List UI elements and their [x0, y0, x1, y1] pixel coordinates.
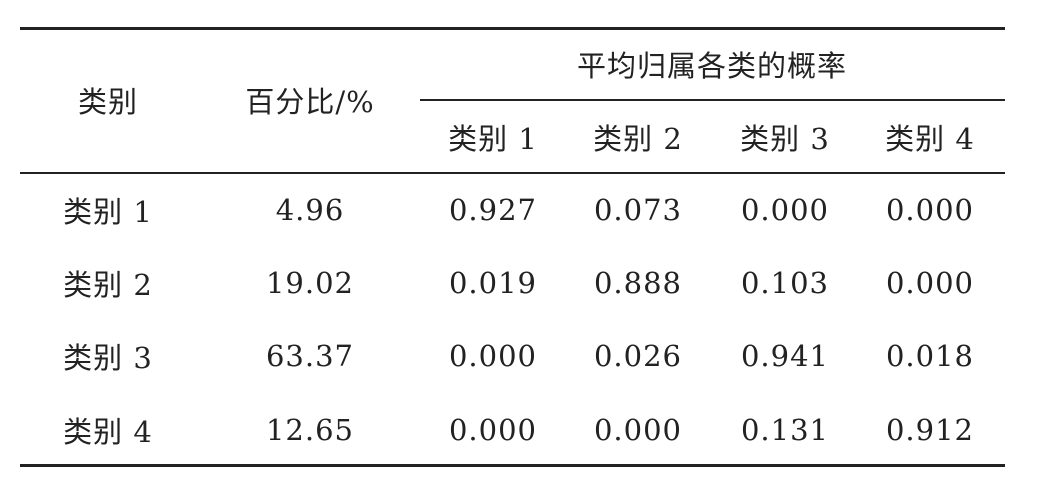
subheader-cell: 类别 1 — [448, 122, 538, 156]
table-cell: 0.131 — [740, 413, 830, 447]
table-cell: 4.96 — [275, 193, 345, 227]
table-cell: 12.65 — [265, 413, 355, 447]
header-rule — [20, 172, 1005, 174]
group-header: 平均归属各类的概率 — [576, 49, 848, 83]
table-cell: 类别 3 — [63, 341, 153, 375]
table-cell: 0.000 — [593, 413, 683, 447]
bottom-rule — [20, 464, 1005, 467]
table-cell: 19.02 — [265, 266, 355, 300]
table-cell: 0.000 — [448, 413, 538, 447]
header-cell: 百分比/% — [245, 85, 375, 119]
table-cell: 0.018 — [885, 339, 975, 373]
table-cell: 0.000 — [885, 266, 975, 300]
table-cell: 63.37 — [265, 339, 355, 373]
table-cell: 0.927 — [448, 193, 538, 227]
table-cell: 0.000 — [885, 193, 975, 227]
table-cell: 类别 2 — [63, 268, 153, 302]
table-cell: 0.000 — [740, 193, 830, 227]
table-cell: 0.103 — [740, 266, 830, 300]
group-rule — [420, 99, 1005, 101]
table-cell: 0.000 — [448, 339, 538, 373]
subheader-cell: 类别 2 — [593, 122, 683, 156]
table-cell: 0.073 — [593, 193, 683, 227]
table-cell: 0.912 — [885, 413, 975, 447]
table-cell: 0.026 — [593, 339, 683, 373]
table-cell: 类别 1 — [63, 195, 153, 229]
table-cell: 0.888 — [593, 266, 683, 300]
subheader-cell: 类别 3 — [740, 122, 830, 156]
table-cell: 0.019 — [448, 266, 538, 300]
table-cell: 0.941 — [740, 339, 830, 373]
top-rule — [20, 27, 1005, 30]
header-cell: 类别 — [77, 85, 139, 119]
table-cell: 类别 4 — [63, 415, 153, 449]
subheader-cell: 类别 4 — [885, 122, 975, 156]
